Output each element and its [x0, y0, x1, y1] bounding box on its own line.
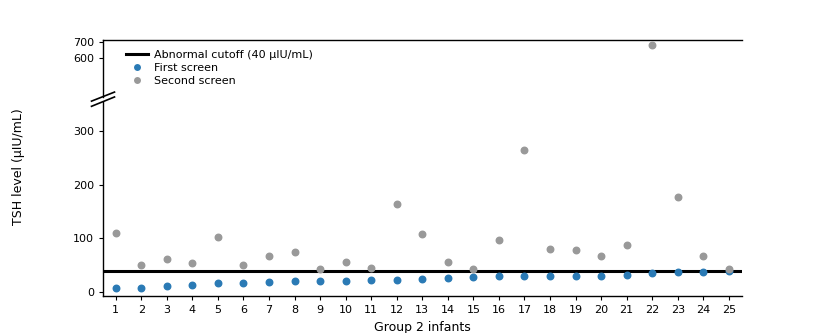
Text: TSH level (μIU/mL): TSH level (μIU/mL)	[12, 108, 25, 225]
Point	[517, 108, 531, 114]
Point	[543, 138, 556, 143]
Point	[492, 237, 505, 242]
Point	[466, 274, 480, 280]
Point	[543, 246, 556, 252]
Point	[569, 138, 582, 144]
Point	[364, 278, 377, 283]
Point	[288, 249, 301, 254]
Point	[594, 253, 607, 259]
Point	[262, 280, 275, 285]
Point	[415, 231, 428, 237]
Point	[415, 276, 428, 282]
Point	[288, 279, 301, 284]
Point	[339, 142, 353, 147]
Point	[237, 280, 250, 286]
Point	[391, 201, 404, 206]
Point	[517, 147, 531, 153]
Point	[109, 285, 122, 290]
Point	[415, 133, 428, 139]
Point	[620, 242, 633, 247]
Point	[211, 234, 224, 239]
Point	[364, 265, 377, 271]
Point	[313, 266, 326, 272]
Point	[237, 143, 250, 148]
Point	[391, 278, 404, 283]
Legend: Abnormal cutoff (40 μIU/mL), First screen, Second screen: Abnormal cutoff (40 μIU/mL), First scree…	[121, 46, 317, 90]
Point	[109, 133, 122, 139]
Point	[696, 140, 709, 145]
Point	[134, 263, 148, 268]
Point	[160, 256, 173, 261]
Point	[466, 144, 480, 149]
Point	[569, 273, 582, 279]
Point	[262, 140, 275, 145]
Point	[185, 142, 199, 147]
Point	[594, 273, 607, 279]
Point	[722, 266, 735, 272]
Point	[594, 140, 607, 145]
Point	[442, 275, 455, 281]
Point	[339, 259, 353, 264]
Point	[109, 230, 122, 236]
Point	[671, 194, 684, 199]
Point	[364, 144, 377, 149]
Point	[645, 271, 658, 276]
Point	[211, 281, 224, 286]
Point	[517, 273, 531, 279]
Point	[722, 268, 735, 273]
Point	[237, 263, 250, 268]
Point	[696, 269, 709, 274]
Point	[313, 279, 326, 284]
Point	[466, 266, 480, 272]
Point	[671, 269, 684, 274]
Point	[160, 141, 173, 146]
Point	[722, 144, 735, 149]
Point	[339, 279, 353, 284]
Point	[543, 273, 556, 279]
Point	[442, 142, 455, 147]
Point	[211, 134, 224, 140]
Point	[442, 259, 455, 264]
Point	[288, 139, 301, 144]
Point	[645, 42, 658, 47]
Point	[134, 285, 148, 290]
Point	[620, 272, 633, 278]
Point	[671, 122, 684, 128]
Point	[134, 143, 148, 148]
Point	[696, 253, 709, 258]
Point	[160, 283, 173, 288]
Point	[262, 253, 275, 258]
Point	[492, 135, 505, 140]
Point	[569, 247, 582, 253]
Point	[492, 273, 505, 279]
Point	[185, 260, 199, 265]
X-axis label: Group 2 infants: Group 2 infants	[374, 321, 471, 333]
Point	[391, 124, 404, 130]
Point	[313, 144, 326, 149]
Point	[620, 137, 633, 142]
Point	[185, 282, 199, 288]
